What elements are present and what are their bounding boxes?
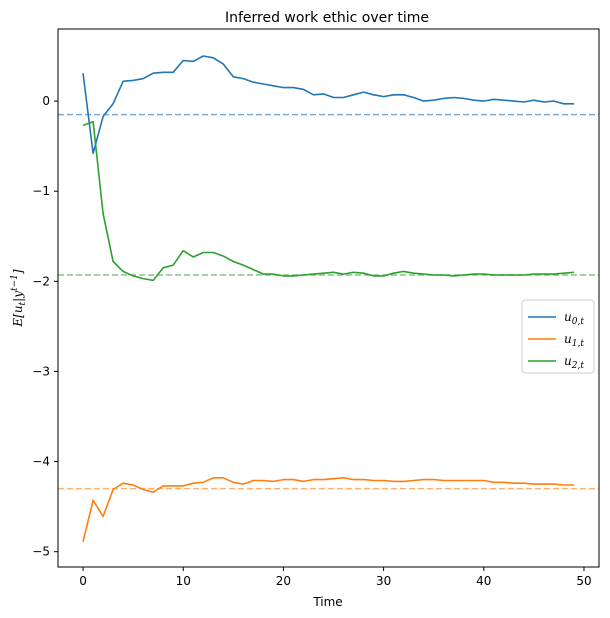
x-axis-ticks: 0 10 20 30 40 50 (79, 567, 592, 588)
x-tick-label: 0 (79, 574, 87, 588)
x-axis-label: Time (312, 595, 342, 609)
series-line-0 (82, 55, 574, 155)
x-tick-label: 10 (176, 574, 191, 588)
y-tick-label: −2 (32, 274, 50, 288)
y-axis-ticks: 0 −1 −2 −3 −4 −5 (32, 94, 58, 559)
y-tick-label: 0 (42, 94, 50, 108)
y-tick-label: −1 (32, 184, 50, 198)
plot-area (58, 55, 599, 542)
x-tick-label: 50 (576, 574, 591, 588)
x-tick-label: 20 (276, 574, 291, 588)
legend: u0,tu1,tu2,t (521, 299, 595, 374)
chart-title: Inferred work ethic over time (225, 10, 429, 26)
y-axis-label: E[ut|yt−1] (10, 269, 28, 328)
plot-frame (57, 28, 600, 568)
y-tick-label: −4 (32, 455, 50, 469)
y-tick-label: −5 (32, 545, 50, 559)
x-tick-label: 30 (376, 574, 391, 588)
legend-frame (521, 299, 595, 374)
x-tick-label: 40 (476, 574, 491, 588)
y-tick-label: −3 (32, 364, 50, 378)
series-line-2 (82, 121, 575, 282)
series-line-1 (82, 476, 574, 542)
